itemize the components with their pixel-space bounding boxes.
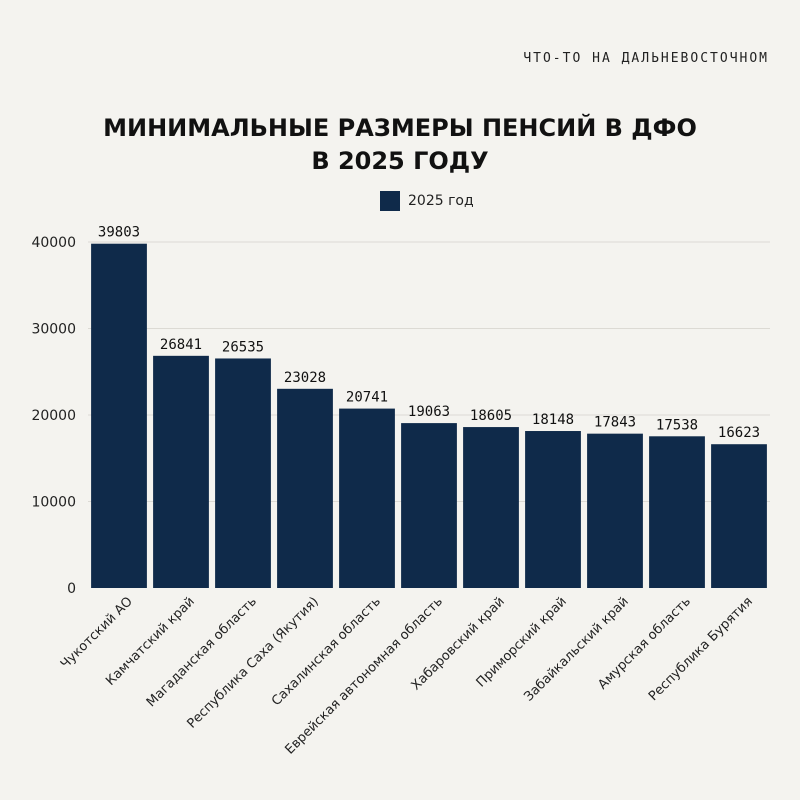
data-label: 18148: [532, 412, 574, 428]
data-label: 39803: [98, 225, 140, 241]
data-label: 23028: [284, 370, 326, 386]
bar: [401, 423, 457, 588]
bar: [463, 427, 519, 588]
data-label: 19063: [408, 404, 450, 420]
chart-title-line-1: МИНИМАЛЬНЫЕ РАЗМЕРЫ ПЕНСИЙ В ДФО: [103, 114, 697, 142]
y-tick-label: 10000: [31, 495, 76, 511]
bar: [711, 444, 767, 588]
bar: [215, 358, 271, 588]
x-tick-label: Магаданская область: [144, 594, 260, 710]
y-tick-label: 0: [67, 581, 76, 597]
bar: [153, 355, 209, 588]
brand-label: ЧТО-ТО НА ДАЛЬНЕВОСТОЧНОМ: [523, 51, 769, 66]
legend-swatch: [380, 191, 400, 211]
bar: [587, 433, 643, 588]
bar: [649, 436, 705, 588]
x-tick-label: Республика Бурятия: [646, 594, 756, 704]
data-label: 17538: [656, 417, 698, 433]
y-tick-label: 40000: [31, 235, 76, 251]
data-label: 18605: [470, 408, 512, 424]
chart-title: МИНИМАЛЬНЫЕ РАЗМЕРЫ ПЕНСИЙ В ДФО В 2025 …: [0, 112, 800, 178]
x-tick-label: Сахалинская область: [269, 594, 384, 709]
bar: [339, 408, 395, 588]
x-tick-label: Забайкальский край: [521, 594, 631, 704]
x-tick-label: Республика Саха (Якутия): [184, 594, 321, 731]
bar: [525, 431, 581, 588]
data-label: 16623: [718, 425, 760, 441]
data-label: 26841: [160, 337, 202, 353]
data-label: 17843: [594, 415, 636, 431]
bar: [91, 243, 147, 589]
y-tick-label: 20000: [31, 408, 76, 424]
chart-title-line-2: В 2025 ГОДУ: [311, 147, 489, 175]
y-tick-label: 30000: [31, 322, 76, 338]
data-label: 26535: [222, 339, 264, 355]
bar: [277, 388, 333, 588]
legend-label: 2025 год: [408, 193, 474, 209]
chart-legend: 2025 год: [380, 191, 474, 211]
data-label: 20741: [346, 390, 388, 406]
